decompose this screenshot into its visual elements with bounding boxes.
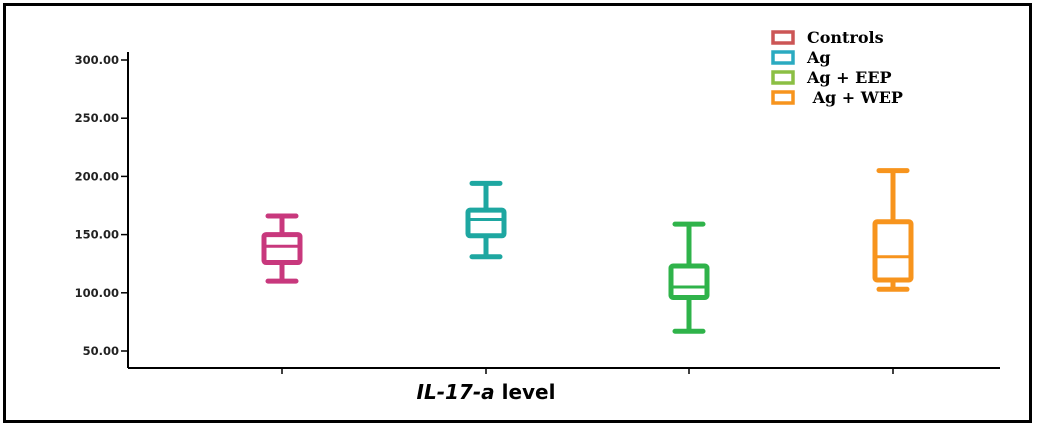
legend-label: Ag	[806, 48, 831, 67]
axes	[127, 52, 1000, 369]
box-ag	[465, 180, 507, 260]
legend-swatch	[771, 70, 795, 85]
legend-swatch	[771, 50, 795, 65]
chart-frame	[3, 3, 1032, 423]
y-tick-label: 100.00	[75, 286, 119, 300]
box-ag-wep	[872, 168, 914, 292]
y-tick-label: 250.00	[75, 111, 119, 125]
y-tick-label: 200.00	[75, 169, 119, 183]
box-series	[261, 168, 914, 334]
box-ag-eep	[668, 221, 710, 334]
y-tick-label: 150.00	[75, 228, 119, 242]
y-tick-label: 50.00	[83, 344, 119, 358]
box-controls	[261, 213, 303, 284]
y-axis-ticks: 50.00 100.00 150.00 200.00 250.00 300.00	[75, 53, 128, 358]
legend-label: Ag + EEP	[806, 68, 892, 87]
legend-label: Ag + WEP	[807, 88, 903, 107]
iqr-box	[465, 207, 507, 239]
x-axis-ticks	[281, 368, 894, 374]
box-plot-chart: 50.00 100.00 150.00 200.00 250.00 300.00 Cont…	[75, 28, 1000, 404]
iqr-box	[261, 232, 303, 266]
legend-swatch	[771, 30, 795, 45]
y-tick-label: 300.00	[75, 53, 119, 67]
x-axis-title: IL-17-a level	[417, 380, 556, 404]
legend-swatch	[771, 90, 795, 105]
iqr-box	[668, 263, 710, 300]
legend-label: Controls	[807, 28, 884, 47]
iqr-box	[872, 219, 914, 283]
